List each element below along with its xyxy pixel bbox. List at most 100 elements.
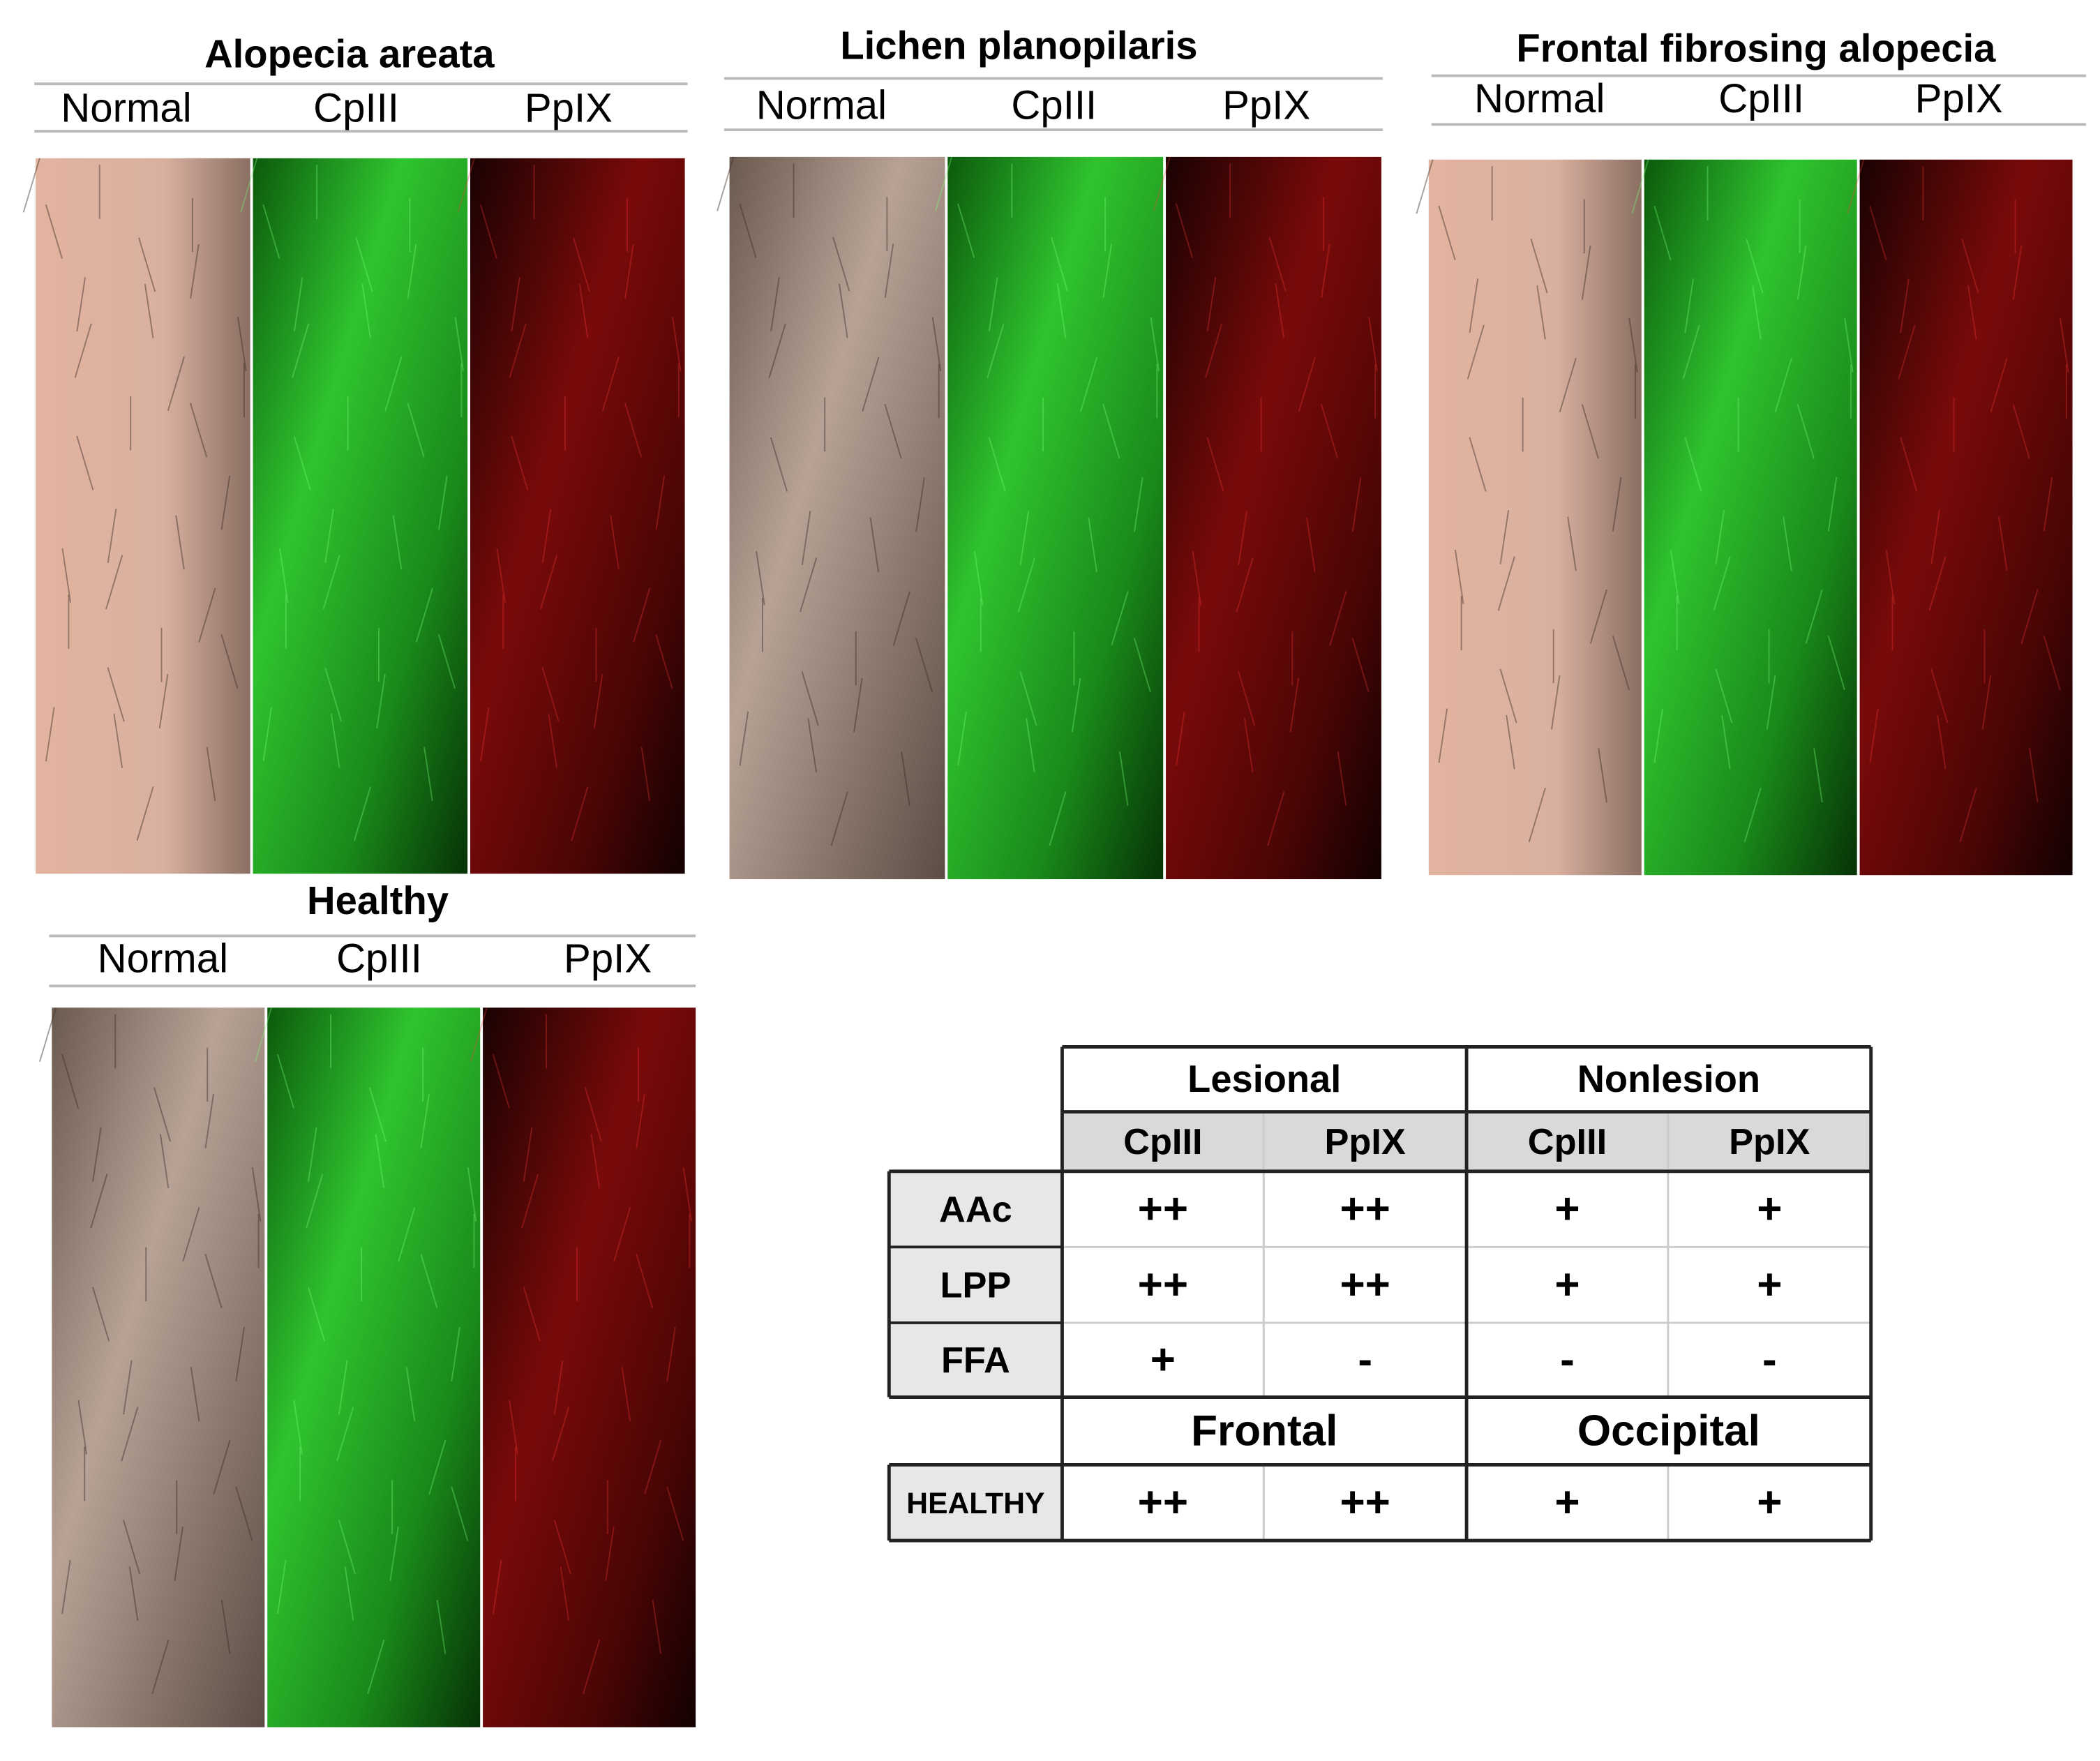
hair-strand	[1530, 239, 1548, 294]
hair-strand	[590, 1134, 601, 1189]
hair-strand	[1967, 285, 1977, 340]
hair-strand	[1766, 675, 1776, 730]
hair-strand	[934, 156, 953, 211]
hair-strand	[206, 747, 216, 802]
hair-strand	[1581, 404, 1599, 459]
hair-strand	[624, 403, 643, 458]
cell-value: +	[1757, 1261, 1782, 1309]
cell-value: -	[1762, 1335, 1777, 1384]
group-header: Nonlesion	[1577, 1058, 1760, 1100]
hair-strand	[571, 786, 589, 841]
hair-strand	[1550, 675, 1561, 730]
hair-strand	[437, 634, 456, 689]
column-label: Normal	[61, 85, 191, 130]
photo-strip	[1166, 156, 1381, 880]
row-label-bg	[889, 1171, 1063, 1397]
hair-strand	[1981, 675, 1992, 730]
hair-strand	[479, 204, 497, 259]
hair-strand	[61, 548, 72, 603]
hair-strand	[436, 1599, 447, 1654]
hair-strand	[198, 587, 216, 643]
row-label: AAc	[939, 1190, 1012, 1230]
hair-strand	[190, 243, 200, 299]
hair-strand	[1813, 748, 1823, 803]
hair-strand	[1961, 239, 1979, 294]
hair-strand	[1416, 159, 1434, 214]
hair-strand	[640, 747, 651, 802]
hair-strand	[624, 243, 634, 299]
hair-strand	[1506, 714, 1515, 770]
hair-strand	[2029, 748, 2039, 803]
hair-strand	[1206, 277, 1217, 331]
hair-strand	[420, 1253, 438, 1308]
row-label: HEALTHY	[906, 1487, 1044, 1520]
hair-strand	[584, 1087, 602, 1142]
hair-strand	[376, 674, 386, 728]
hair-strand	[1150, 317, 1160, 372]
hair-strand	[1118, 751, 1129, 806]
hair-strand	[90, 1174, 108, 1229]
hair-strand	[756, 550, 765, 606]
photo-strip	[253, 158, 468, 874]
cell-value: +	[1554, 1478, 1580, 1527]
column-label: Normal	[1474, 76, 1605, 121]
hair-strand	[190, 403, 208, 458]
hair-strand	[1298, 357, 1316, 412]
sub-header: PpIX	[1325, 1122, 1406, 1162]
panel-title: Frontal fibrosing alopecia	[1516, 27, 1996, 70]
hair-strand	[768, 324, 786, 379]
column-label: PpIX	[525, 85, 613, 130]
hair-strand	[45, 204, 63, 259]
hair-strand	[1797, 245, 1807, 300]
hair-strand	[407, 243, 417, 299]
hair-strand	[521, 1174, 539, 1229]
cell-value: +	[1554, 1185, 1580, 1233]
hair-strand	[1206, 437, 1224, 492]
hair-strand	[76, 435, 94, 490]
hair-strand	[1567, 516, 1577, 571]
hair-strand	[1176, 711, 1185, 766]
hair-strand	[144, 283, 154, 338]
hair-strand	[307, 1127, 317, 1182]
hair-strand	[344, 1566, 354, 1621]
hair-strand	[136, 786, 154, 841]
hair-strand	[1598, 748, 1607, 803]
hair-strand	[1050, 237, 1069, 292]
hair-strand	[2043, 477, 2053, 532]
hair-strand	[204, 1094, 215, 1148]
hair-strand	[1653, 708, 1663, 763]
hair-strand	[633, 587, 651, 643]
hair-strand	[2020, 589, 2039, 644]
hair-strand	[553, 1520, 571, 1575]
hair-strand	[361, 283, 371, 338]
hair-strand	[1438, 205, 1456, 260]
photo-strip	[1428, 159, 1642, 876]
hair-strand	[220, 1599, 231, 1654]
hair-strand	[389, 1527, 399, 1581]
column-label: PpIX	[564, 936, 652, 982]
hair-strand	[1743, 788, 1762, 843]
hair-strand	[830, 791, 848, 846]
hair-strand	[398, 1207, 416, 1262]
group-header: Lesional	[1187, 1058, 1341, 1100]
hair-strand	[1752, 285, 1762, 340]
cell-value: -	[1358, 1335, 1372, 1384]
hair-strand	[1682, 324, 1700, 380]
hair-strand	[1236, 557, 1254, 613]
hair-strand	[22, 158, 40, 213]
hair-strand	[739, 711, 749, 766]
hair-strand	[1885, 549, 1896, 604]
hair-strand	[717, 156, 735, 211]
hair-strand	[1238, 511, 1247, 566]
hair-strand	[1175, 203, 1193, 258]
hair-strand	[220, 475, 231, 530]
hair-strand	[1329, 591, 1347, 646]
hair-strand	[76, 277, 86, 332]
hair-strand	[213, 1439, 231, 1494]
hair-strand	[1827, 477, 1838, 532]
cell-value: ++	[1138, 1185, 1188, 1233]
hair-strand	[293, 435, 311, 490]
hair-strand	[1019, 670, 1037, 726]
hair-strand	[1869, 708, 1879, 763]
